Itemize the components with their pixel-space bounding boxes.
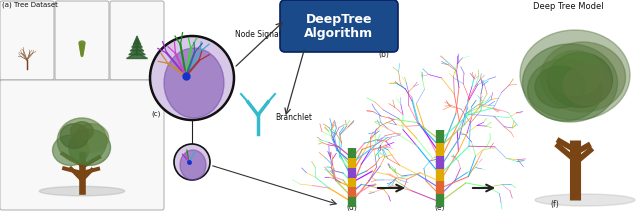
Ellipse shape [52,135,89,165]
Ellipse shape [79,43,84,47]
FancyBboxPatch shape [280,0,398,52]
FancyBboxPatch shape [110,1,164,80]
FancyBboxPatch shape [0,1,54,80]
Polygon shape [127,53,147,59]
Text: Deep Tree Model: Deep Tree Model [532,2,604,11]
Text: (c): (c) [151,110,161,117]
Circle shape [174,144,210,180]
Polygon shape [135,36,140,42]
Ellipse shape [81,49,84,53]
Ellipse shape [68,129,111,165]
Ellipse shape [547,50,602,95]
Polygon shape [131,45,144,51]
Ellipse shape [563,65,611,105]
Text: (e): (e) [435,203,445,212]
Ellipse shape [70,122,93,141]
Ellipse shape [520,30,630,120]
Ellipse shape [60,124,89,148]
Ellipse shape [535,194,635,206]
Ellipse shape [79,41,85,45]
Ellipse shape [81,51,83,55]
Ellipse shape [547,53,612,107]
Ellipse shape [80,46,84,50]
Ellipse shape [79,44,84,48]
Polygon shape [132,41,142,47]
Ellipse shape [74,124,109,152]
Ellipse shape [39,186,125,196]
Text: Algorithm: Algorithm [305,28,374,40]
Ellipse shape [527,59,602,121]
Ellipse shape [180,150,206,180]
Ellipse shape [164,48,224,118]
Ellipse shape [541,42,625,112]
Text: Branchlet: Branchlet [275,113,312,121]
FancyBboxPatch shape [0,80,164,210]
Polygon shape [129,49,145,55]
Ellipse shape [522,44,618,122]
FancyBboxPatch shape [55,1,109,80]
Text: DeepTree: DeepTree [306,13,372,25]
Ellipse shape [58,118,107,163]
Circle shape [150,36,234,120]
Ellipse shape [80,47,84,52]
Ellipse shape [81,53,83,57]
Polygon shape [133,38,141,44]
Text: (d): (d) [347,203,357,212]
Text: (f): (f) [550,200,559,209]
Text: (a) Tree Dataset: (a) Tree Dataset [2,2,58,8]
Text: (b): (b) [378,50,389,59]
Text: Node Signature: Node Signature [235,30,294,39]
Ellipse shape [535,66,585,108]
